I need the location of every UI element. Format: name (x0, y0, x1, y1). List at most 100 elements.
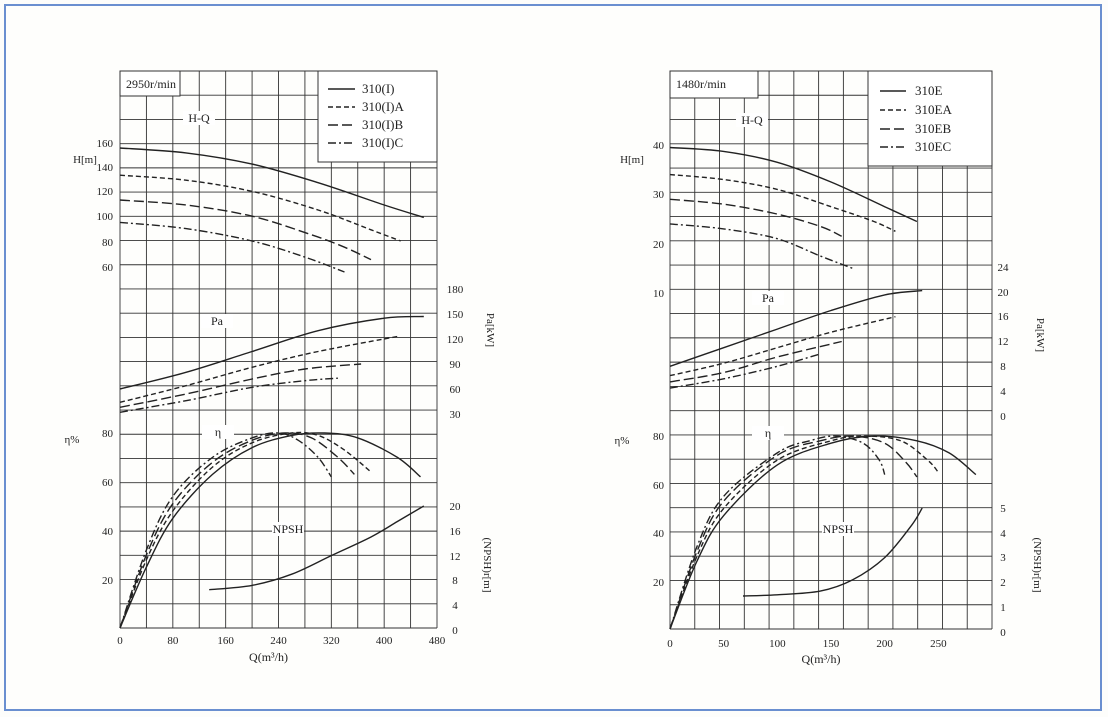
power-curve-2 (669, 316, 896, 377)
efficiency-curve-3 (669, 435, 918, 630)
pa-curve-label: Pa (211, 314, 224, 328)
head-curve-4 (669, 223, 853, 269)
npsh-tick-label: 0 (452, 625, 458, 637)
head-axis-label: H[m] (73, 154, 97, 166)
npsh-curve-label: NPSH (273, 522, 304, 536)
x-tick-label: 200 (876, 638, 893, 650)
speed-label: 1480r/min (676, 77, 726, 91)
npsh-curve (742, 507, 923, 597)
chart-panel-2: 1480r/min 310E 310EA 310EB 310EC H-Q Pa η NPSH H[… (615, 70, 1046, 666)
efficiency-tick-label: 20 (653, 577, 665, 589)
efficiency-curve-3 (119, 432, 355, 629)
pa-curve-label-bg (201, 314, 233, 328)
x-tick-label: 0 (117, 635, 123, 647)
power-tick-label: 12 (998, 336, 1009, 348)
chart-panel-1: 2950r/min 310(I) 310(I)A 310(I)B 310(I)C H-Q P… (65, 70, 496, 664)
head-curve-3 (669, 198, 843, 237)
power-tick-label: 16 (998, 311, 1010, 323)
efficiency-curve-2 (119, 431, 372, 629)
efficiency-tick-label: 60 (102, 477, 114, 489)
efficiency-curve-2 (669, 435, 939, 630)
hq-curve-label-bg (183, 111, 215, 125)
x-tick-label: 150 (823, 638, 840, 650)
head-curve-4 (119, 221, 345, 273)
legend-entry: 310(I) (362, 81, 395, 96)
efficiency-tick-label: 80 (653, 431, 665, 443)
x-tick-label: 80 (167, 635, 179, 647)
head-curve-2 (119, 174, 401, 242)
npsh-axis-label: (NPSH)r[m] (481, 538, 493, 593)
pa-curve-label-bg (752, 291, 784, 305)
pa-curve-label: Pa (762, 291, 775, 305)
x-tick-label: 100 (769, 638, 786, 650)
grid (669, 70, 993, 630)
head-tick-label: 30 (653, 189, 665, 201)
head-curve-3 (119, 199, 372, 261)
efficiency-tick-label: 20 (102, 575, 114, 587)
x-tick-label: 160 (217, 635, 234, 647)
power-tick-label: 150 (447, 309, 464, 321)
head-tick-label: 140 (97, 162, 114, 174)
power-curve-2 (119, 335, 398, 403)
power-tick-label: 180 (447, 284, 464, 296)
npsh-curve (209, 505, 425, 591)
power-tick-label: 120 (447, 334, 464, 346)
head-curve-2 (669, 173, 896, 232)
legend-entry: 310EA (915, 102, 952, 117)
efficiency-curve-1 (669, 435, 977, 630)
head-tick-label: 10 (653, 288, 665, 300)
npsh-tick-label: 5 (1000, 503, 1006, 515)
power-tick-label: 8 (1000, 361, 1006, 373)
head-tick-label: 120 (97, 186, 114, 198)
head-curve-1 (669, 146, 918, 223)
legend-box (867, 70, 993, 167)
npsh-tick-label: 3 (1000, 552, 1006, 564)
power-axis-label: Pa[kW] (484, 313, 496, 347)
legend-entry: 310E (915, 83, 943, 98)
npsh-tick-label: 16 (450, 526, 462, 538)
speed-box (669, 70, 759, 99)
head-tick-label: 100 (97, 211, 114, 223)
x-tick-label: 0 (667, 638, 673, 650)
head-axis-label: H[m] (620, 154, 644, 166)
legend-entry: 310(I)B (362, 117, 403, 132)
npsh-tick-label: 4 (452, 600, 458, 612)
eta-curve-label: η (765, 426, 771, 440)
power-curve-3 (669, 340, 842, 383)
power-tick-label: 0 (1000, 411, 1006, 423)
npsh-tick-label: 1 (1000, 602, 1006, 614)
head-tick-label: 40 (653, 140, 665, 152)
efficiency-axis-label: η% (65, 434, 80, 446)
efficiency-tick-label: 40 (653, 528, 665, 540)
npsh-tick-label: 12 (450, 551, 461, 563)
npsh-curve-label: NPSH (823, 522, 854, 536)
legend-entry: 310EB (915, 121, 951, 136)
power-tick-label: 24 (998, 262, 1010, 274)
x-axis-label: Q(m³/h) (802, 652, 841, 666)
speed-label: 2950r/min (126, 77, 176, 91)
npsh-axis-label: (NPSH)r[m] (1031, 538, 1043, 593)
hq-curve-label-bg (736, 113, 768, 127)
head-curve-1 (119, 147, 425, 219)
npsh-curve-label-bg (822, 522, 854, 536)
x-tick-label: 480 (429, 635, 446, 647)
power-curve-4 (119, 377, 338, 413)
x-tick-label: 400 (376, 635, 393, 647)
npsh-curve-label-bg (272, 522, 304, 536)
efficiency-tick-label: 80 (102, 428, 114, 440)
power-tick-label: 20 (998, 287, 1010, 299)
head-tick-label: 20 (653, 239, 665, 251)
legend-entry: 310(I)C (362, 135, 403, 150)
hq-curve-label: H-Q (188, 111, 210, 125)
efficiency-curve-4 (119, 432, 332, 629)
power-curve-4 (669, 353, 821, 389)
efficiency-tick-label: 40 (102, 526, 114, 538)
power-curve-1 (669, 289, 923, 367)
hq-curve-label: H-Q (741, 113, 763, 127)
power-tick-label: 90 (450, 359, 462, 371)
power-tick-label: 60 (450, 384, 462, 396)
npsh-tick-label: 20 (450, 501, 462, 513)
power-curve-3 (119, 363, 362, 408)
eta-curve-label-bg (752, 426, 784, 440)
